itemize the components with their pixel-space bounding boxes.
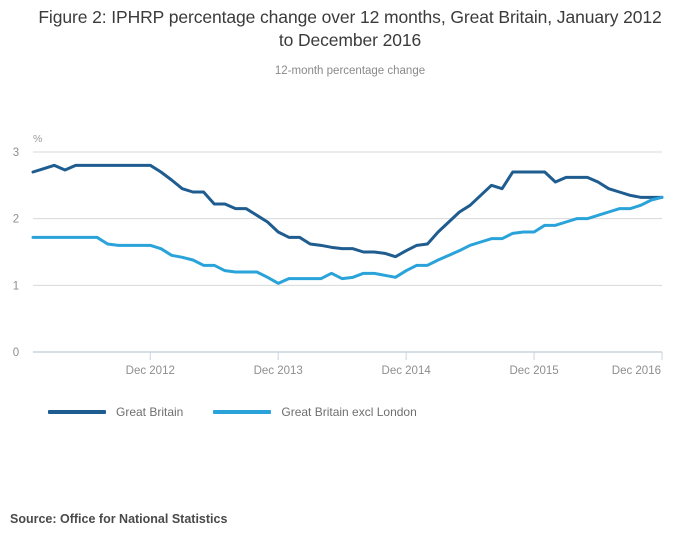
- series-line: [31, 163, 664, 259]
- x-axis-tick-label: Dec 2012: [126, 365, 175, 377]
- legend-label: Great Britain excl London: [281, 405, 417, 419]
- y-axis-labels-group: 0 1 2 3: [13, 147, 19, 359]
- figure-subtitle: 12-month percentage change: [274, 65, 426, 77]
- legend-item-great-britain[interactable]: Great Britain: [48, 405, 183, 419]
- chart-legend: Great Britain Great Britain excl London: [48, 405, 417, 419]
- source-note: Source: Office for National Statistics: [10, 512, 228, 526]
- y-axis-unit-label: %: [33, 133, 42, 145]
- x-axis-tick-label: Dec 2013: [254, 365, 303, 377]
- x-axis-tick-label: Dec 2016: [612, 365, 661, 377]
- gridlines-group: [33, 151, 662, 353]
- y-axis-tick-label: 2: [13, 214, 19, 226]
- x-axis-tick-label: Dec 2015: [509, 365, 558, 377]
- y-axis-tick-label: 0: [13, 347, 19, 359]
- data-series-group: [31, 163, 664, 285]
- title-block: Figure 2: IPHRP percentage change over 1…: [0, 0, 700, 77]
- legend-swatch-icon: [213, 410, 272, 414]
- series-line: [31, 195, 664, 285]
- x-axis-ticks-group: [149, 352, 663, 360]
- y-axis-tick-label: 3: [13, 147, 19, 159]
- x-axis-tick-label: Dec 2014: [382, 365, 432, 377]
- legend-item-great-britain-excl-london[interactable]: Great Britain excl London: [213, 405, 417, 419]
- page-title: Figure 2: IPHRP percentage change over 1…: [38, 7, 662, 50]
- legend-label: Great Britain: [116, 405, 184, 419]
- y-axis-tick-label: 1: [13, 280, 19, 292]
- legend-swatch-icon: [48, 410, 106, 414]
- x-axis-labels-group: Dec 2012 Dec 2013 Dec 2014 Dec 2015 Dec 2016: [126, 365, 661, 377]
